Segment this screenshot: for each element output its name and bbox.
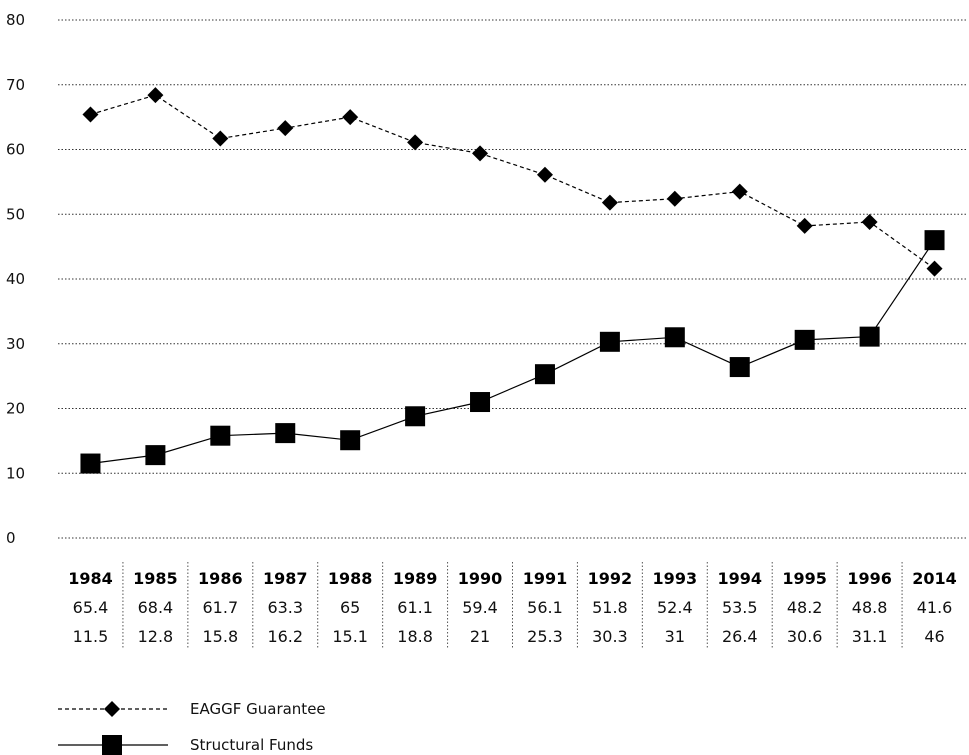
table-value: 51.8 xyxy=(592,598,628,617)
table-year-label: 1986 xyxy=(198,569,243,588)
legend-diamond-icon xyxy=(104,701,120,717)
y-tick-label: 0 xyxy=(6,529,16,547)
y-tick-label: 20 xyxy=(6,400,25,418)
table-value: 21 xyxy=(470,627,490,646)
table-value: 61.7 xyxy=(203,598,239,617)
series-line-0 xyxy=(90,94,935,270)
y-tick-label: 70 xyxy=(6,76,25,94)
diamond-point xyxy=(277,120,294,137)
square-point xyxy=(924,230,945,251)
legend-label: Structural Funds xyxy=(190,736,313,754)
table-value: 11.5 xyxy=(73,627,109,646)
table-year-label: 1984 xyxy=(68,569,113,588)
square-point xyxy=(210,425,231,446)
table-value: 25.3 xyxy=(527,627,563,646)
series-markers xyxy=(80,87,945,474)
diamond-point xyxy=(536,166,553,183)
table-year-label: 1993 xyxy=(653,569,698,588)
table-value: 31.1 xyxy=(852,627,888,646)
diamond-point xyxy=(601,194,618,211)
table-value: 56.1 xyxy=(527,598,563,617)
table-year-label: 1994 xyxy=(717,569,762,588)
table-value: 61.1 xyxy=(397,598,433,617)
y-tick-label: 10 xyxy=(6,464,25,482)
legend-label: EAGGF Guarantee xyxy=(190,700,326,718)
table-year-label: 1996 xyxy=(847,569,892,588)
series-line-1 xyxy=(90,239,935,465)
square-point xyxy=(405,406,426,427)
table-value: 30.3 xyxy=(592,627,628,646)
grid xyxy=(58,19,967,539)
table-year-label: 1990 xyxy=(458,569,503,588)
table-value: 68.4 xyxy=(138,598,174,617)
table-value: 12.8 xyxy=(138,627,174,646)
diamond-point xyxy=(342,109,359,126)
data-table: 1984 65.4 11.5 1985 68.4 12.8 1986 61.7 15.8 1987… xyxy=(68,562,957,648)
diamond-point xyxy=(147,87,164,104)
diamond-point xyxy=(861,214,878,231)
legend: EAGGF Guarantee Structural Funds xyxy=(58,700,326,755)
table-year-label: 1992 xyxy=(588,569,633,588)
square-point xyxy=(80,453,101,474)
table-value: 65.4 xyxy=(73,598,109,617)
table-value: 41.6 xyxy=(917,598,953,617)
table-value: 16.2 xyxy=(267,627,303,646)
square-point xyxy=(859,326,880,347)
diamond-point xyxy=(926,260,943,277)
table-year-label: 1987 xyxy=(263,569,308,588)
table-value: 26.4 xyxy=(722,627,758,646)
table-year-label: 2014 xyxy=(912,569,957,588)
diamond-point xyxy=(666,190,683,207)
table-value: 31 xyxy=(665,627,685,646)
square-point xyxy=(794,329,815,350)
table-value: 48.8 xyxy=(852,598,888,617)
table-year-label: 1995 xyxy=(782,569,827,588)
square-point xyxy=(599,331,620,352)
square-point xyxy=(534,364,555,385)
y-tick-label: 40 xyxy=(6,270,25,288)
table-year-label: 1988 xyxy=(328,569,373,588)
diamond-point xyxy=(212,130,229,147)
diamond-point xyxy=(796,217,813,234)
table-value: 18.8 xyxy=(397,627,433,646)
y-tick-label: 80 xyxy=(6,11,25,29)
square-point xyxy=(145,445,166,466)
table-value: 15.8 xyxy=(203,627,239,646)
y-tick-label: 30 xyxy=(6,335,25,353)
square-point xyxy=(275,423,296,444)
legend-square-icon xyxy=(102,735,122,755)
square-point xyxy=(729,357,750,378)
diamond-point xyxy=(407,134,424,151)
table-value: 46 xyxy=(924,627,944,646)
y-tick-label: 60 xyxy=(6,141,25,159)
square-point xyxy=(470,392,491,413)
table-value: 65 xyxy=(340,598,360,617)
y-axis-ticks: 0 10 20 30 40 50 60 70 80 xyxy=(6,11,25,547)
table-value: 63.3 xyxy=(267,598,303,617)
table-value: 53.5 xyxy=(722,598,758,617)
y-tick-label: 50 xyxy=(6,205,25,223)
diamond-point xyxy=(731,183,748,200)
table-value: 30.6 xyxy=(787,627,823,646)
square-point xyxy=(664,327,685,348)
diamond-point xyxy=(82,106,99,123)
table-value: 59.4 xyxy=(462,598,498,617)
table-value: 52.4 xyxy=(657,598,693,617)
table-value: 15.1 xyxy=(332,627,368,646)
table-value: 48.2 xyxy=(787,598,823,617)
diamond-point xyxy=(472,145,489,162)
series-lines xyxy=(90,94,935,465)
table-year-label: 1985 xyxy=(133,569,178,588)
table-year-label: 1991 xyxy=(523,569,568,588)
table-year-label: 1989 xyxy=(393,569,438,588)
square-point xyxy=(340,430,361,451)
